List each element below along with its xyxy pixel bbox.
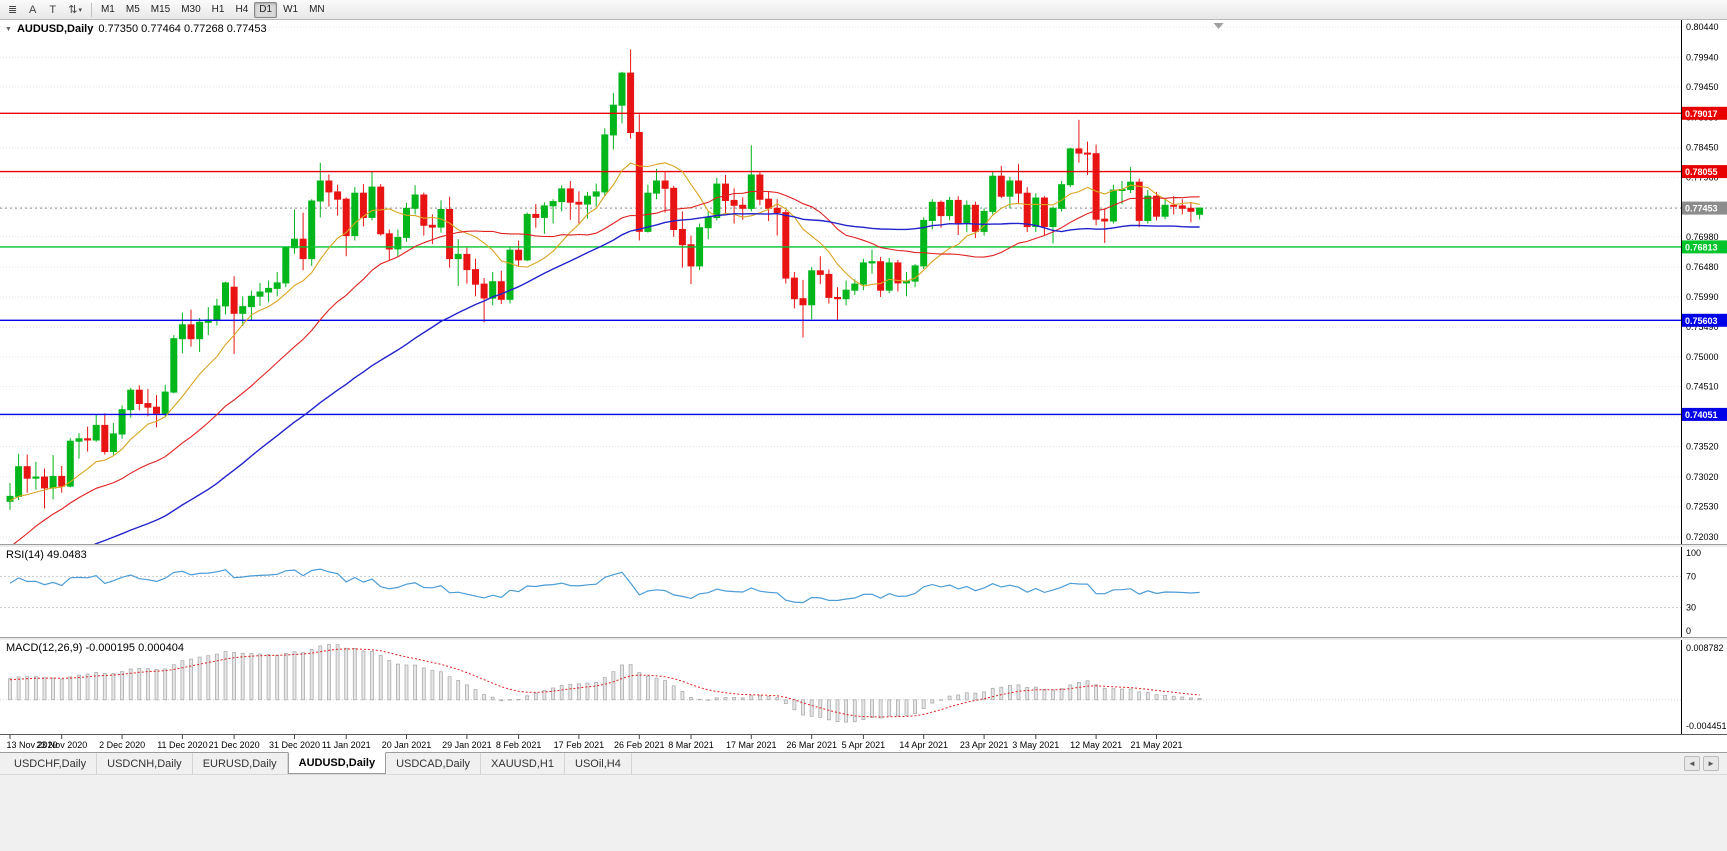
chart-tab-usoil-h4[interactable]: USOil,H4: [565, 753, 632, 774]
chart-shift-marker-icon: [1213, 23, 1224, 29]
timeframe-toolbar: M1 M5 M15 M30 H1 H4 D1 W1 MN: [96, 1, 330, 18]
chart-symbol-label: AUDUSD,Daily: [16, 23, 94, 35]
svg-text:17 Feb 2021: 17 Feb 2021: [554, 740, 605, 750]
svg-text:0.79017: 0.79017: [1685, 109, 1718, 119]
svg-text:8 Feb 2021: 8 Feb 2021: [496, 740, 542, 750]
timeframe-h1-button[interactable]: H1: [211, 4, 225, 15]
tab-scroll-left-button[interactable]: ◄: [1684, 756, 1700, 771]
chart-tab-eurusd-daily[interactable]: EURUSD,Daily: [193, 753, 288, 774]
svg-text:0.008782: 0.008782: [1686, 643, 1724, 653]
svg-text:0: 0: [1686, 626, 1691, 636]
svg-text:11 Jan 2021: 11 Jan 2021: [322, 740, 371, 750]
main-chart-panel: 0.804400.799400.794500.789500.784500.779…: [0, 20, 1727, 544]
chart-tab-bar: USDCHF,Daily USDCNH,Daily EURUSD,Daily AUDU…: [0, 752, 1727, 774]
tab-scroll-right-button[interactable]: ►: [1703, 756, 1719, 771]
svg-text:0.74510: 0.74510: [1686, 382, 1719, 392]
scale-arrows-dropdown-button[interactable]: ⇅ ▾: [68, 4, 82, 16]
svg-text:20 Jan 2021: 20 Jan 2021: [382, 740, 432, 750]
toolbar-icon-group: ≣ A T ⇅ ▾: [3, 2, 87, 18]
svg-text:0.75000: 0.75000: [1686, 352, 1719, 362]
timeframe-m1-button[interactable]: M1: [100, 4, 115, 15]
text-box-tool-button[interactable]: T: [49, 3, 57, 16]
svg-text:17 Mar 2021: 17 Mar 2021: [726, 740, 777, 750]
svg-text:31 Dec 2020: 31 Dec 2020: [269, 740, 320, 750]
letter-a-tool-button[interactable]: A: [29, 3, 37, 16]
chart-tab-audusd-daily[interactable]: AUDUSD,Daily: [287, 752, 387, 774]
chart-tab-usdcad-daily[interactable]: USDCAD,Daily: [386, 753, 482, 774]
timeframe-d1-button[interactable]: D1: [254, 1, 278, 18]
svg-text:0.78450: 0.78450: [1686, 143, 1719, 153]
svg-text:23 Nov 2020: 23 Nov 2020: [36, 740, 87, 750]
svg-text:13 Nov 2020: 13 Nov 2020: [6, 740, 57, 750]
macd-panel: 0.008782 -0.004451 MACD(12,26,9) -0.00019…: [0, 640, 1727, 734]
svg-text:5 Apr 2021: 5 Apr 2021: [842, 740, 886, 750]
status-area: [0, 774, 1727, 851]
svg-text:3 May 2021: 3 May 2021: [1012, 740, 1059, 750]
svg-text:0.74051: 0.74051: [1685, 410, 1718, 420]
dropdown-caret-icon: ▾: [78, 6, 82, 14]
svg-text:0.79940: 0.79940: [1686, 52, 1719, 62]
svg-text:26 Feb 2021: 26 Feb 2021: [614, 740, 665, 750]
svg-text:23 Apr 2021: 23 Apr 2021: [960, 740, 1009, 750]
svg-text:30: 30: [1686, 603, 1696, 613]
svg-text:0.78055: 0.78055: [1685, 167, 1718, 177]
svg-text:-0.004451: -0.004451: [1686, 721, 1727, 731]
svg-text:0.77453: 0.77453: [1685, 204, 1718, 214]
chart-title: ▼ AUDUSD,Daily 0.77350 0.77464 0.77268 0…: [5, 23, 267, 35]
chart-tab-xauusd-h1[interactable]: XAUUSD,H1: [481, 753, 565, 774]
svg-text:11 Dec 2020: 11 Dec 2020: [157, 740, 207, 750]
chart-tab-usdchf-daily[interactable]: USDCHF,Daily: [4, 753, 98, 774]
svg-text:0.80440: 0.80440: [1686, 22, 1719, 32]
svg-text:0.76480: 0.76480: [1686, 262, 1719, 272]
rsi-canvas[interactable]: 100 70 30 0: [0, 547, 1727, 637]
svg-text:14 Apr 2021: 14 Apr 2021: [899, 740, 948, 750]
svg-text:0.79450: 0.79450: [1686, 82, 1719, 92]
svg-text:70: 70: [1686, 571, 1696, 581]
timeframe-m15-button[interactable]: M15: [150, 4, 171, 15]
macd-canvas[interactable]: 0.008782 -0.004451: [0, 640, 1727, 734]
rsi-label: RSI(14) 49.0483: [6, 549, 87, 561]
date-axis[interactable]: 13 Nov 2020 23 Nov 2020 2 Dec 2020 11 Dec 2…: [0, 734, 1727, 752]
timeframe-m30-button[interactable]: M30: [181, 4, 201, 15]
svg-text:0.72530: 0.72530: [1686, 502, 1719, 512]
one-click-collapse-icon[interactable]: ▼: [5, 25, 12, 33]
timeframe-mn-button[interactable]: MN: [309, 4, 325, 15]
main-chart-canvas[interactable]: 0.804400.799400.794500.789500.784500.779…: [0, 20, 1727, 544]
chart-ohlc-label: 0.77350 0.77464 0.77268 0.77453: [98, 23, 267, 35]
svg-text:0.73020: 0.73020: [1686, 472, 1719, 482]
svg-text:0.75990: 0.75990: [1686, 292, 1719, 302]
chart-tools-icon[interactable]: ≣: [8, 4, 18, 16]
svg-text:0.75603: 0.75603: [1685, 316, 1718, 326]
toolbar-separator: [90, 2, 92, 17]
svg-text:0.75490: 0.75490: [1686, 322, 1719, 332]
chart-tab-usdcnh-daily[interactable]: USDCNH,Daily: [97, 753, 193, 774]
macd-label: MACD(12,26,9) -0.000195 0.000404: [6, 642, 184, 654]
chart-tabs: USDCHF,Daily USDCNH,Daily EURUSD,Daily AUDU…: [4, 752, 632, 774]
svg-text:100: 100: [1686, 548, 1701, 558]
svg-text:21 May 2021: 21 May 2021: [1130, 740, 1182, 750]
toolbar: ≣ A T ⇅ ▾ M1 M5 M15 M30 H1 H4 D1 W1 MN: [0, 0, 1727, 20]
panel-splitter[interactable]: [0, 637, 1727, 640]
svg-text:0.72030: 0.72030: [1686, 532, 1719, 542]
svg-text:26 Mar 2021: 26 Mar 2021: [786, 740, 837, 750]
panel-splitter[interactable]: [0, 544, 1727, 547]
svg-text:0.73520: 0.73520: [1686, 442, 1719, 452]
timeframe-m5-button[interactable]: M5: [125, 4, 140, 15]
svg-text:12 May 2021: 12 May 2021: [1070, 740, 1122, 750]
rsi-panel: 100 70 30 0 RSI(14) 49.0483: [0, 547, 1727, 637]
tab-scroll-controls: ◄ ►: [1684, 753, 1727, 774]
svg-text:21 Dec 2020: 21 Dec 2020: [209, 740, 260, 750]
svg-text:29 Jan 2021: 29 Jan 2021: [442, 740, 492, 750]
svg-text:2 Dec 2020: 2 Dec 2020: [99, 740, 145, 750]
timeframe-w1-button[interactable]: W1: [283, 4, 299, 15]
timeframe-h4-button[interactable]: H4: [235, 4, 249, 15]
svg-text:8 Mar 2021: 8 Mar 2021: [668, 740, 714, 750]
svg-text:0.76813: 0.76813: [1685, 242, 1718, 252]
svg-text:0.76980: 0.76980: [1686, 232, 1719, 242]
